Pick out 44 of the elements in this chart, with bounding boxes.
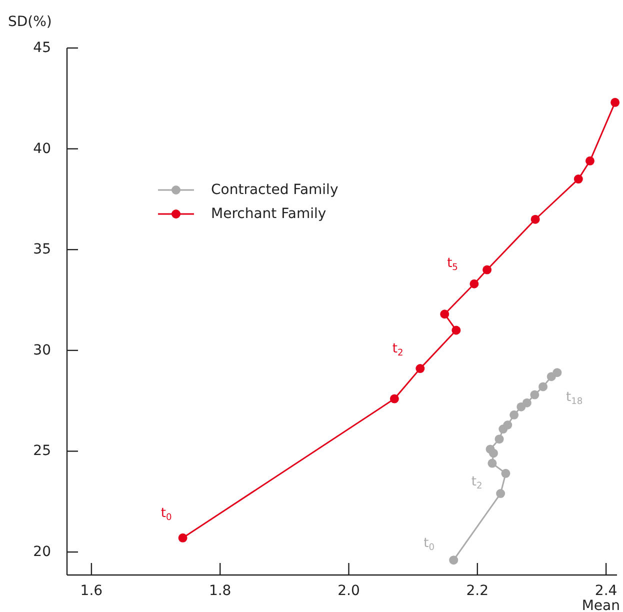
- y-tick-label: 30: [33, 342, 51, 358]
- point: [416, 364, 425, 374]
- y-axis-title: SD(%): [8, 14, 52, 30]
- point: [452, 326, 461, 335]
- legend-label: Contracted Family: [211, 182, 338, 198]
- annotation: t$_{0}$: [424, 535, 435, 553]
- x-tick-label: 1.8: [208, 583, 232, 599]
- legend-label: Merchant Family: [211, 206, 326, 222]
- point: [574, 174, 583, 184]
- point: [470, 279, 479, 288]
- y-tick-label: 45: [33, 40, 51, 56]
- annotation: t$_{5}$: [447, 256, 458, 274]
- point: [486, 444, 495, 454]
- point: [585, 156, 594, 166]
- x-tick-label: 2.0: [338, 583, 360, 599]
- y-tick-label: 25: [33, 443, 51, 460]
- y-tick-label: 40: [33, 140, 51, 157]
- annotation: t$_{0}$: [160, 505, 172, 523]
- point: [449, 556, 458, 565]
- point: [494, 434, 504, 444]
- point: [538, 382, 548, 392]
- point: [522, 398, 532, 408]
- x-tick-label: 2.2: [466, 583, 489, 599]
- x-axis-title: Mean: [582, 598, 620, 612]
- annotation: t$_{18}$: [566, 390, 583, 408]
- point: [530, 390, 540, 400]
- point: [552, 368, 562, 378]
- x-tick-label: 2.4: [594, 583, 618, 599]
- y-tick-label: 35: [33, 242, 51, 258]
- point: [530, 214, 540, 224]
- annotation: t$_{2}$: [392, 340, 404, 358]
- point: [610, 98, 620, 107]
- y-tick-label: 20: [33, 544, 51, 560]
- point: [390, 394, 399, 404]
- point: [488, 458, 497, 468]
- point: [501, 468, 510, 478]
- point: [503, 420, 512, 430]
- point: [482, 265, 492, 274]
- point: [440, 310, 450, 319]
- point: [496, 489, 506, 498]
- point: [178, 533, 188, 542]
- x-tick-label: 1.6: [80, 583, 103, 599]
- annotation: t$_{2}$: [471, 474, 482, 492]
- point: [510, 410, 519, 420]
